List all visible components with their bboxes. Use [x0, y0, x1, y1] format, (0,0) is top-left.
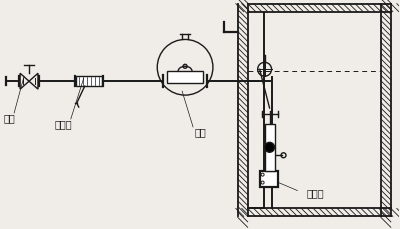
Bar [265, 124, 274, 171]
Text: 阀阀: 阀阀 [3, 112, 15, 123]
Bar [260, 171, 278, 187]
Circle shape [265, 143, 274, 153]
Text: 控制阀: 控制阀 [306, 188, 324, 198]
Bar [76, 77, 102, 87]
Bar [167, 72, 203, 84]
Text: 主阀: 主阀 [194, 126, 206, 136]
Text: 过滤器: 过滤器 [55, 118, 73, 128]
